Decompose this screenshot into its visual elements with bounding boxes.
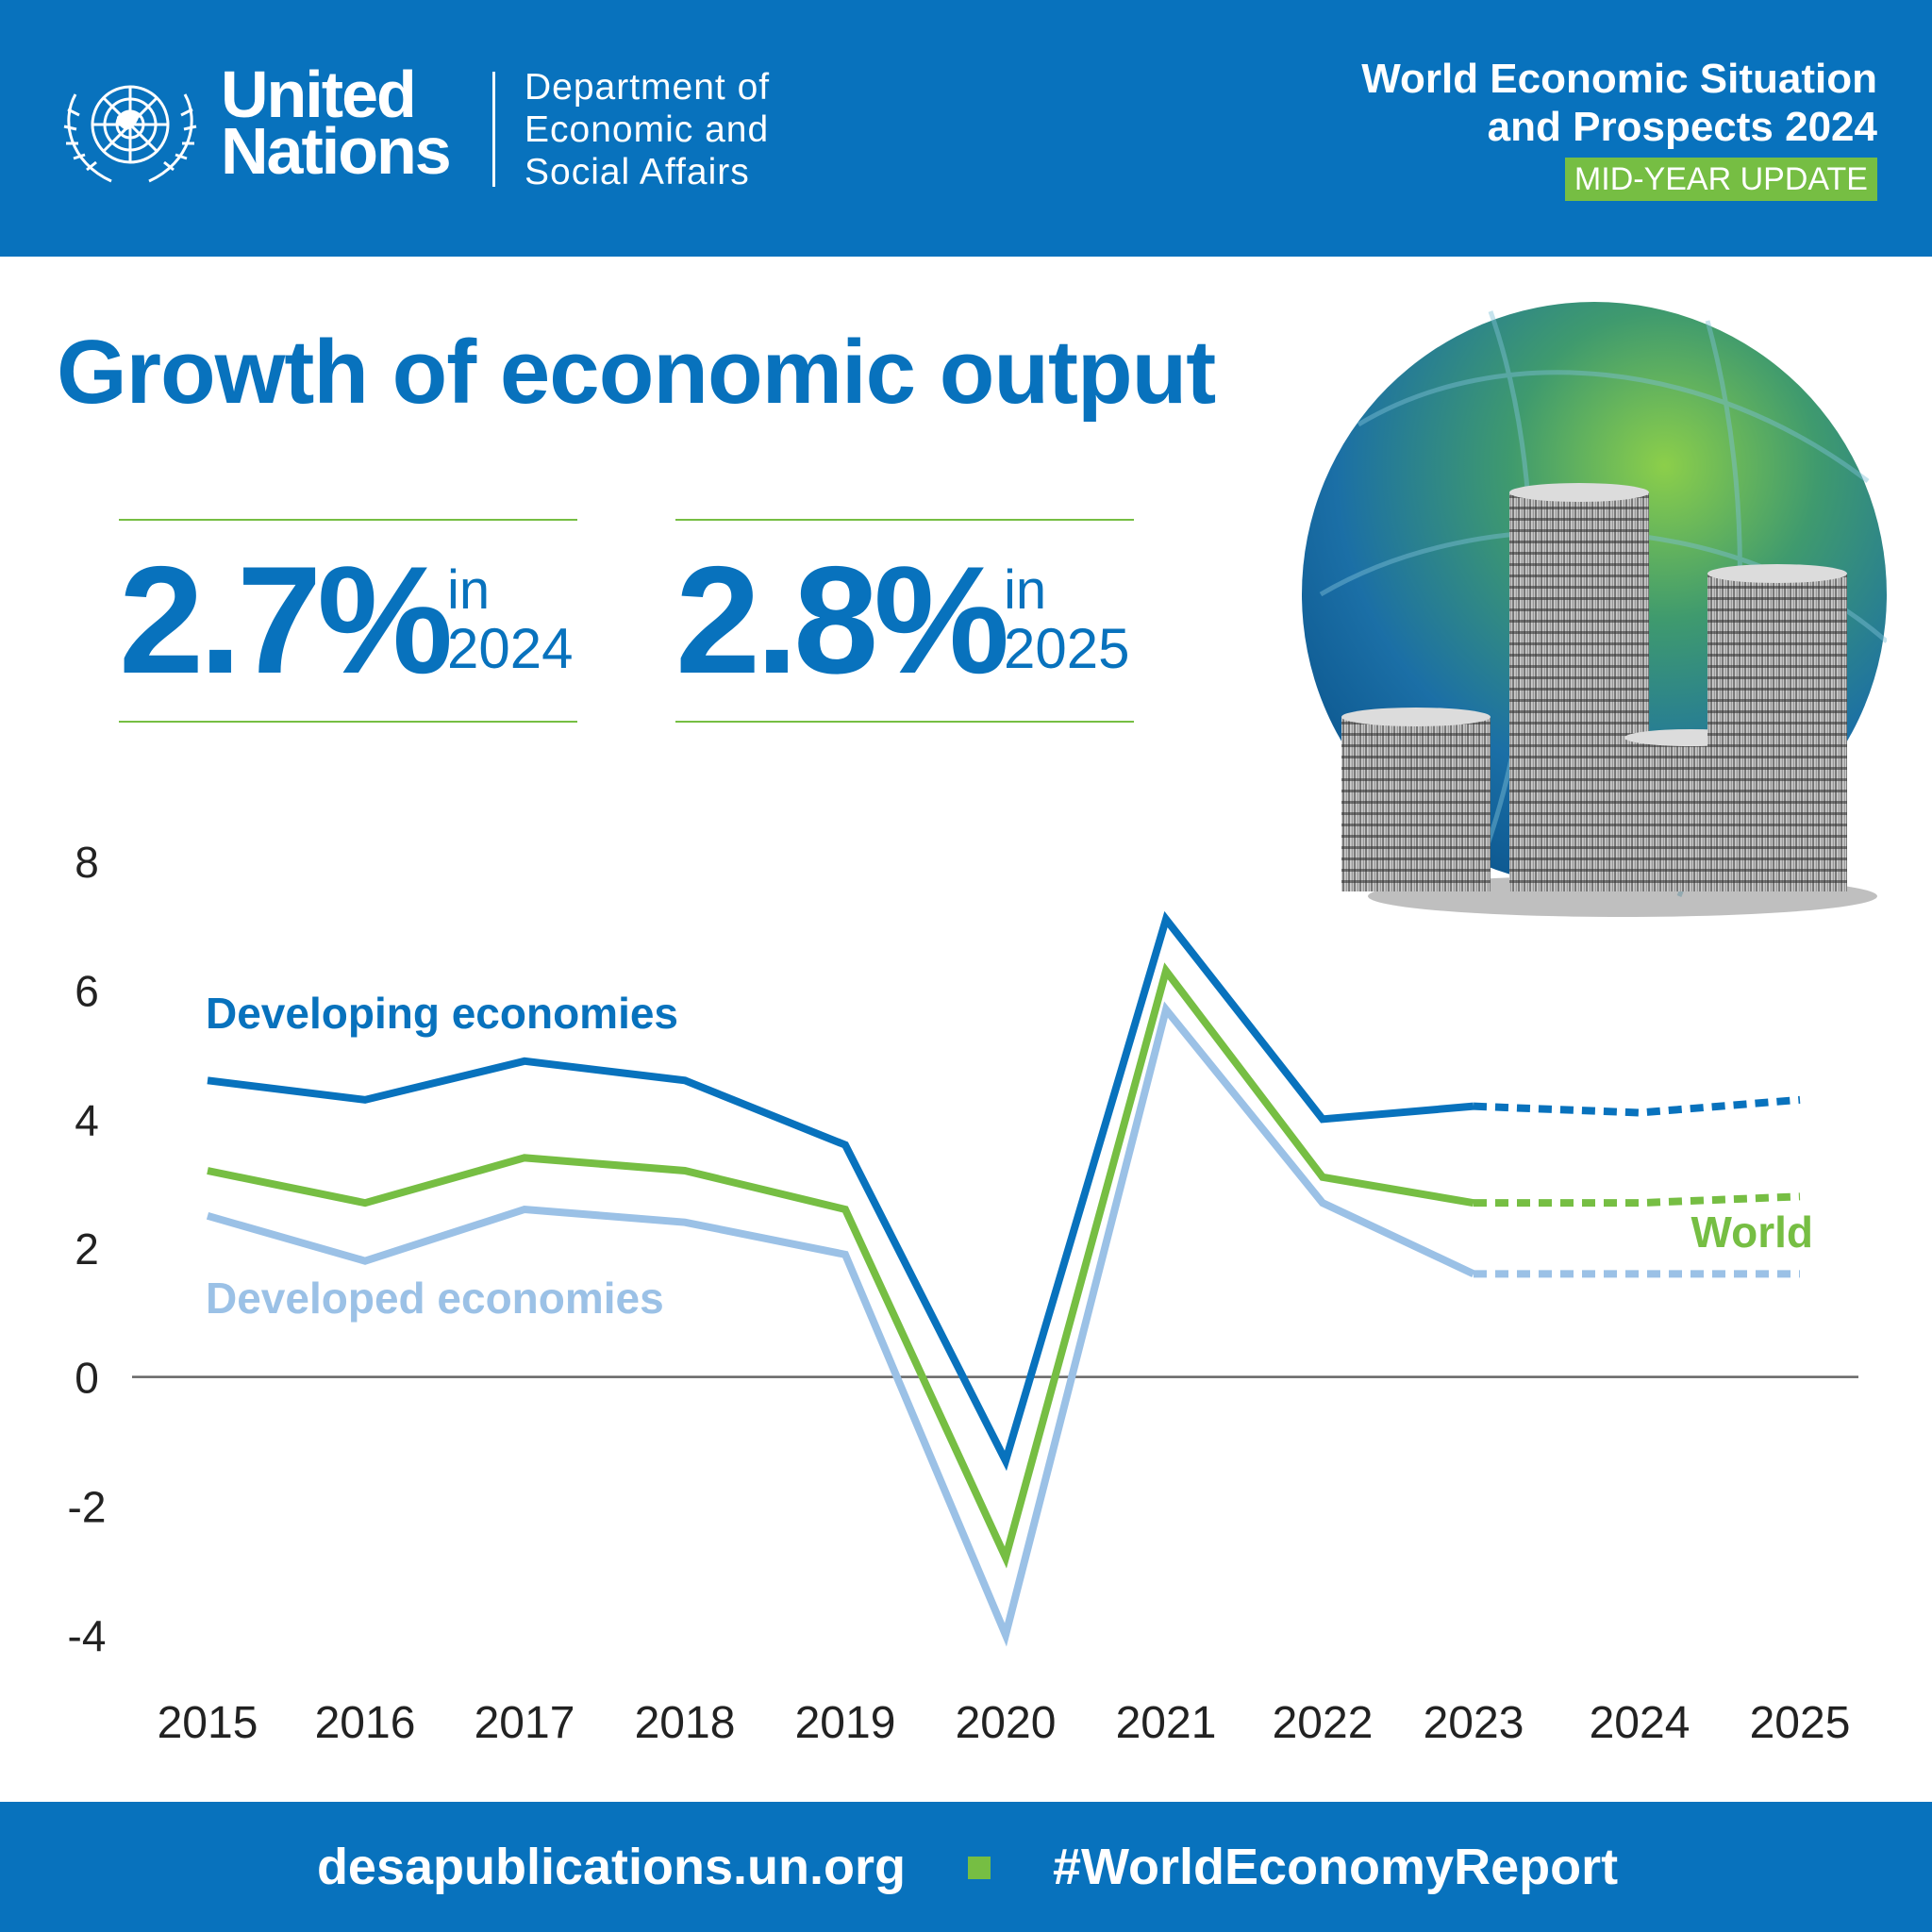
organization-name: United Nations — [221, 58, 452, 188]
y-tick-label: -2 — [68, 1482, 107, 1531]
stat-2024: 2.7% in 2024 — [119, 519, 577, 723]
x-tick-label: 2018 — [635, 1698, 736, 1748]
developed-economies-line — [206, 1001, 1475, 1647]
world-forecast-line — [1474, 1192, 1801, 1208]
footer-banner: desapublications.un.org #WorldEconomyRep… — [0, 1802, 1932, 1932]
series-labels: Developing economies World Developed econo… — [206, 989, 1813, 1323]
organization-name-line2: Nations — [221, 114, 452, 188]
stat-in-label: in — [1004, 559, 1047, 621]
footer-website-link[interactable]: desapublications.un.org — [316, 1839, 906, 1895]
y-tick-label: 4 — [75, 1095, 99, 1144]
globe-coins-illustration — [1302, 302, 1887, 917]
x-tick-label: 2024 — [1590, 1698, 1690, 1748]
stat-value: 2.7% — [119, 535, 453, 706]
x-tick-label: 2020 — [956, 1698, 1057, 1748]
y-tick-label: -4 — [68, 1611, 107, 1660]
footer-separator-square — [968, 1857, 991, 1879]
y-tick-label: 6 — [75, 967, 99, 1016]
developing-economies-line — [207, 910, 1474, 1472]
x-tick-label: 2022 — [1273, 1698, 1374, 1748]
x-tick-label: 2017 — [475, 1698, 575, 1748]
x-tick-label: 2015 — [158, 1698, 258, 1748]
stat-year: 2025 — [1004, 617, 1130, 680]
un-emblem-icon — [63, 85, 197, 183]
x-tick-label: 2021 — [1116, 1698, 1217, 1748]
y-tick-label: 2 — [75, 1224, 99, 1274]
report-title-line2: and Prospects 2024 — [1487, 104, 1877, 150]
organization-name-line1: United — [221, 58, 417, 131]
developing-economies-label: Developing economies — [206, 989, 678, 1038]
header-banner: United Nations Department of Economic an… — [0, 0, 1932, 257]
stat-year: 2024 — [447, 617, 574, 680]
series-layer — [206, 910, 1801, 1647]
mid-year-update-badge: MID-YEAR UPDATE — [1564, 158, 1877, 201]
stat-value: 2.8% — [675, 535, 1009, 706]
world-line — [207, 962, 1474, 1569]
developing-economies-forecast-line — [1473, 1095, 1801, 1117]
x-tick-label: 2025 — [1750, 1698, 1851, 1748]
department-name-line3: Social Affairs — [525, 152, 750, 192]
department-name-line1: Department of — [525, 67, 771, 108]
department-name: Department of Economic and Social Affair… — [525, 66, 770, 193]
world-label: World — [1691, 1208, 1813, 1257]
x-axis: 2015 2016 2017 2018 2019 2020 2021 2022 2023 2024… — [158, 1698, 1851, 1748]
x-tick-label: 2019 — [795, 1698, 896, 1748]
x-tick-label: 2016 — [315, 1698, 416, 1748]
x-tick-label: 2023 — [1424, 1698, 1524, 1748]
page-title: Growth of economic output — [57, 322, 1216, 423]
department-name-line2: Economic and — [525, 109, 770, 150]
header-divider — [492, 72, 495, 187]
developed-economies-label: Developed economies — [206, 1274, 664, 1323]
stat-in-label: in — [447, 559, 491, 621]
stat-2025: 2.8% in 2025 — [675, 519, 1134, 723]
report-title: World Economic Situation and Prospects 2… — [1217, 55, 1877, 151]
y-tick-label: 0 — [75, 1354, 99, 1403]
report-title-line1: World Economic Situation — [1361, 56, 1877, 102]
y-tick-label: 8 — [75, 838, 99, 887]
y-axis: 8 6 4 2 0 -2 -4 — [68, 838, 107, 1660]
footer-hashtag[interactable]: #WorldEconomyReport — [1053, 1839, 1619, 1895]
